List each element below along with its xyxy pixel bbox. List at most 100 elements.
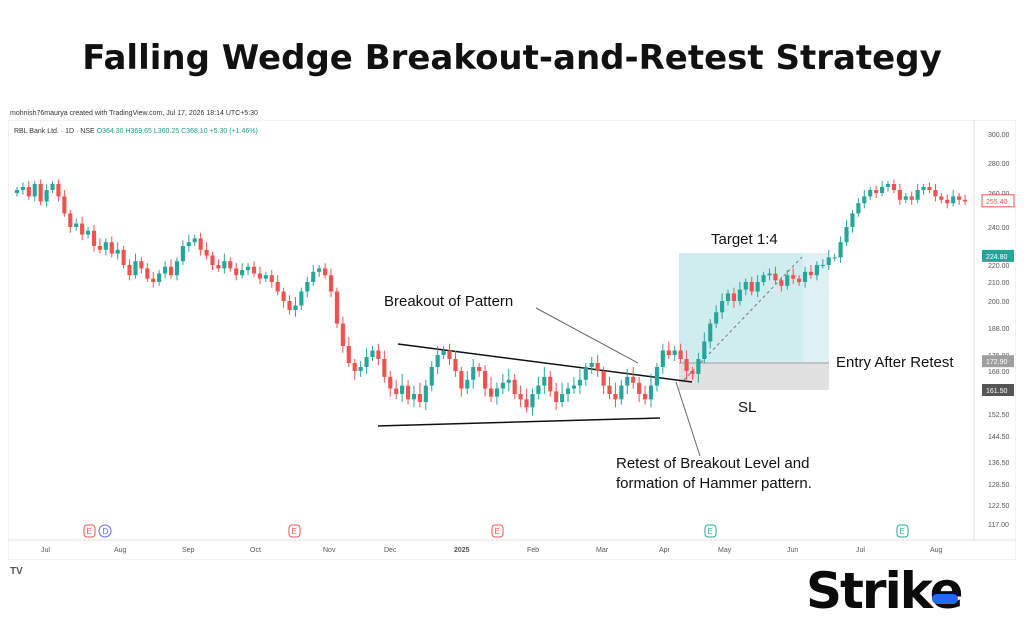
candle-body	[68, 213, 73, 227]
candle-body	[441, 350, 446, 355]
candle-body	[210, 255, 215, 265]
earnings-marker-label: D	[103, 527, 109, 536]
candle-body	[483, 371, 488, 389]
retest-label-line1: Retest of Breakout Level and	[616, 455, 809, 472]
candle-body	[725, 293, 731, 301]
time-tick-label: Feb	[527, 547, 539, 554]
candle-body	[554, 391, 559, 402]
candle-body	[506, 379, 511, 383]
candle-body	[933, 190, 938, 197]
candle-body	[38, 184, 43, 202]
candle-body	[376, 350, 381, 359]
dividend-marker[interactable]	[98, 524, 112, 538]
candle-body	[613, 394, 618, 400]
candle-body	[678, 350, 683, 359]
price-tick-label: 188.00	[988, 326, 1010, 333]
earnings-marker[interactable]	[491, 524, 504, 538]
symbol-close: C368.10	[181, 128, 208, 135]
breakout-pointer	[535, 307, 639, 364]
candle-body	[743, 282, 748, 290]
candle-body	[951, 196, 956, 204]
candles-layer	[14, 179, 968, 416]
candle-body	[405, 385, 411, 400]
candle-body	[44, 190, 49, 202]
earnings-marker-label: E	[708, 527, 713, 536]
time-axis: Jul Aug Sep Oct Nov Dec 2025 Feb Mar Apr May Jun Jul…	[41, 547, 943, 554]
candle-body	[642, 394, 648, 400]
candle-body	[234, 268, 239, 276]
candle-body	[808, 271, 814, 276]
price-tag-label: 255.40	[986, 199, 1008, 206]
candle-body	[74, 223, 79, 227]
symbol-open: O364.30	[96, 128, 124, 135]
strike-logo: Strike	[806, 562, 964, 620]
earnings-marker[interactable]	[704, 524, 717, 538]
candle-body	[163, 266, 168, 274]
candle-body	[654, 367, 659, 386]
candle-body	[589, 363, 594, 367]
candle-body	[340, 323, 345, 346]
trajectory-line	[683, 256, 803, 381]
candle-body	[915, 190, 920, 200]
candle-body	[891, 184, 897, 190]
candle-body	[477, 367, 482, 371]
symbol-low: L360.25	[153, 128, 180, 135]
candle-body	[334, 291, 340, 324]
candle-body	[216, 265, 221, 269]
candle-body	[115, 249, 120, 254]
earnings-marker[interactable]	[896, 524, 909, 538]
earnings-marker[interactable]	[83, 524, 96, 538]
time-tick-label: Apr	[659, 547, 671, 554]
candle-body	[459, 371, 464, 389]
candle-body	[500, 382, 505, 389]
stoploss-label: SL	[738, 399, 756, 416]
candle-body	[323, 268, 328, 276]
page-title: Falling Wedge Breakout-and-Retest Strate…	[82, 38, 942, 78]
candle-body	[168, 266, 174, 276]
time-tick-label: Aug	[114, 547, 127, 554]
earnings-marker[interactable]	[288, 524, 301, 538]
time-tick-label: Jul	[856, 547, 865, 554]
symbol-info: RBL Bank Ltd. · 1D · NSE O364.30 H369.65…	[14, 128, 258, 135]
price-tick-label: 128.50	[988, 482, 1010, 489]
candle-body	[275, 282, 280, 292]
candle-body	[672, 350, 677, 355]
candle-body	[666, 350, 671, 355]
candle-body	[921, 187, 926, 190]
candle-body	[880, 187, 885, 193]
entry-label: Entry After Retest	[836, 354, 954, 371]
candle-body	[151, 278, 156, 282]
price-tick-label: 152.50	[988, 412, 1010, 419]
candle-body	[838, 242, 843, 258]
candle-body	[779, 280, 784, 286]
candle-body	[245, 266, 251, 271]
candle-body	[103, 242, 108, 250]
price-axis: 300.00280.00260.00240.00220.00210.00200.…	[988, 132, 1010, 529]
price-tags: 255.40 224.80 172.90 161.50	[981, 194, 1015, 396]
price-tick-label: 210.00	[988, 280, 1010, 287]
candle-body	[595, 363, 600, 371]
candle-body	[820, 265, 825, 266]
candle-body	[625, 376, 630, 386]
candle-body	[731, 293, 737, 301]
candle-body	[684, 359, 689, 371]
earnings-marker-label: E	[495, 527, 500, 536]
candle-body	[690, 371, 695, 374]
candle-body	[287, 301, 292, 310]
earnings-marker-label: E	[292, 527, 297, 536]
candle-body	[263, 275, 268, 279]
candle-body	[311, 271, 316, 282]
candle-body	[749, 282, 754, 292]
chart-credit: mohnish76maurya created with TradingView…	[10, 110, 258, 117]
candle-body	[204, 249, 209, 256]
candle-body	[737, 289, 742, 301]
candle-body	[874, 190, 879, 193]
candle-body	[400, 385, 405, 394]
candle-body	[447, 350, 452, 359]
candle-body	[542, 376, 547, 386]
price-tag-box	[981, 194, 1015, 208]
candle-body	[720, 301, 725, 313]
strike-logo-text: Strike	[806, 562, 964, 620]
candlestick-chart[interactable]: 300.00280.00260.00240.00220.00210.00200.…	[8, 120, 1016, 560]
